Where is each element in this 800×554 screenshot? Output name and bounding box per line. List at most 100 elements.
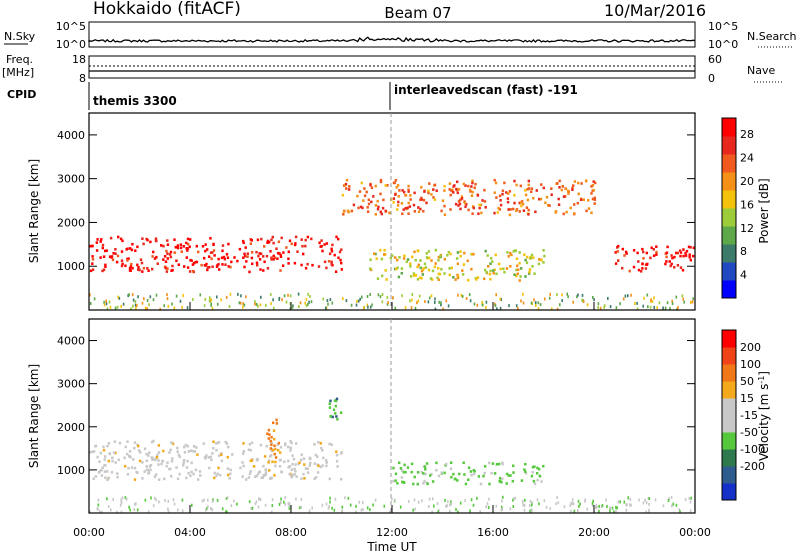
power-colorbar-tick-label: 20 bbox=[740, 175, 754, 188]
power-cell bbox=[250, 256, 254, 260]
velocity-cell bbox=[538, 474, 541, 478]
power-cell bbox=[142, 242, 145, 246]
velocity-speckle-cell bbox=[280, 497, 282, 501]
velocity-cell bbox=[107, 442, 111, 445]
power-cell bbox=[684, 254, 688, 257]
power-speckle-cell bbox=[144, 306, 147, 310]
velocity-cell bbox=[157, 478, 161, 481]
power-cell bbox=[251, 262, 254, 266]
power-cell bbox=[464, 184, 467, 187]
power-cell bbox=[560, 188, 563, 192]
velocity-speckle-cell bbox=[155, 498, 157, 502]
power-cell bbox=[509, 265, 512, 268]
power-cell bbox=[276, 251, 280, 255]
velocity-speckle-cell bbox=[450, 502, 453, 506]
velocity-cell bbox=[183, 445, 186, 449]
velocity-cell bbox=[303, 477, 306, 480]
power-cell bbox=[257, 254, 260, 258]
power-speckle-cell bbox=[424, 300, 426, 304]
power-cell bbox=[304, 266, 308, 270]
power-speckle-cell bbox=[132, 304, 134, 308]
power-speckle-cell bbox=[549, 292, 551, 296]
power-speckle-cell bbox=[369, 293, 371, 296]
power-cell bbox=[530, 187, 534, 190]
velocity-speckle-cell bbox=[119, 503, 122, 507]
velocity-cell bbox=[216, 441, 219, 445]
power-cell bbox=[420, 269, 424, 273]
velocity-cell bbox=[500, 480, 503, 484]
power-speckle-cell bbox=[381, 300, 384, 304]
velocity-speckle-cell bbox=[500, 505, 503, 509]
power-cell bbox=[337, 237, 340, 241]
power-cell bbox=[682, 248, 685, 251]
power-y-tick-label: 4000 bbox=[57, 129, 85, 142]
velocity-speckle-cell bbox=[329, 500, 331, 504]
power-cell bbox=[417, 206, 420, 209]
power-speckle-cell bbox=[210, 298, 213, 302]
velocity-speckle-cell bbox=[470, 498, 473, 502]
power-cell bbox=[518, 201, 521, 205]
power-cell bbox=[395, 267, 398, 271]
velocity-cell bbox=[449, 467, 453, 470]
power-cell bbox=[433, 265, 437, 269]
power-cell bbox=[470, 267, 473, 271]
power-cell bbox=[409, 262, 412, 265]
velocity-cell bbox=[463, 473, 466, 476]
velocity-cell bbox=[268, 477, 272, 480]
velocity-y-tick-label: 2000 bbox=[57, 421, 85, 434]
power-cell bbox=[524, 258, 527, 262]
velocity-cell bbox=[143, 470, 146, 473]
velocity-speckle-cell bbox=[120, 500, 123, 504]
power-cell bbox=[467, 208, 470, 212]
power-cell bbox=[483, 188, 486, 192]
power-cell bbox=[668, 260, 671, 263]
power-cell bbox=[344, 182, 348, 186]
power-cell bbox=[397, 275, 401, 279]
velocity-cell bbox=[248, 443, 251, 446]
velocity-cell bbox=[479, 482, 483, 486]
power-speckle-cell bbox=[210, 302, 212, 306]
power-speckle-cell bbox=[410, 306, 413, 310]
velocity-cell bbox=[287, 459, 290, 463]
power-cell bbox=[533, 272, 536, 275]
power-speckle-cell bbox=[517, 307, 519, 311]
velocity-cell bbox=[275, 422, 279, 425]
power-speckle-cell bbox=[289, 302, 292, 306]
velocity-speckle-cell bbox=[601, 504, 604, 508]
power-cell bbox=[300, 263, 303, 267]
power-cell bbox=[472, 206, 475, 210]
power-cell bbox=[425, 252, 428, 255]
velocity-speckle-cell bbox=[536, 498, 539, 502]
power-cell bbox=[431, 278, 434, 281]
power-cell bbox=[436, 276, 439, 280]
power-speckle-cell bbox=[237, 292, 239, 296]
velocity-cell bbox=[193, 450, 196, 453]
power-cell bbox=[165, 270, 169, 273]
velocity-cell bbox=[103, 463, 106, 467]
power-cell bbox=[182, 245, 185, 248]
velocity-cell bbox=[138, 459, 142, 463]
power-cell bbox=[203, 256, 206, 260]
velocity-speckle-cell bbox=[690, 496, 692, 500]
power-cell bbox=[544, 201, 547, 205]
velocity-cell bbox=[424, 472, 427, 476]
velocity-speckle-cell bbox=[295, 497, 297, 501]
power-cell bbox=[413, 250, 416, 254]
velocity-speckle-cell bbox=[120, 510, 123, 514]
velocity-cell bbox=[520, 479, 524, 482]
velocity-cell bbox=[104, 455, 107, 458]
power-cell bbox=[406, 206, 409, 210]
power-cell bbox=[689, 258, 692, 262]
power-cell bbox=[525, 255, 529, 259]
power-speckle-cell bbox=[496, 307, 498, 311]
power-cell bbox=[281, 264, 285, 267]
power-cell bbox=[421, 268, 424, 272]
power-cell bbox=[413, 210, 416, 213]
velocity-cell bbox=[274, 447, 277, 451]
power-cell bbox=[91, 262, 94, 265]
power-cell bbox=[592, 188, 595, 192]
power-cell bbox=[246, 255, 249, 258]
velocity-cell bbox=[213, 471, 216, 475]
power-cell bbox=[105, 249, 108, 252]
power-cell bbox=[548, 204, 551, 207]
